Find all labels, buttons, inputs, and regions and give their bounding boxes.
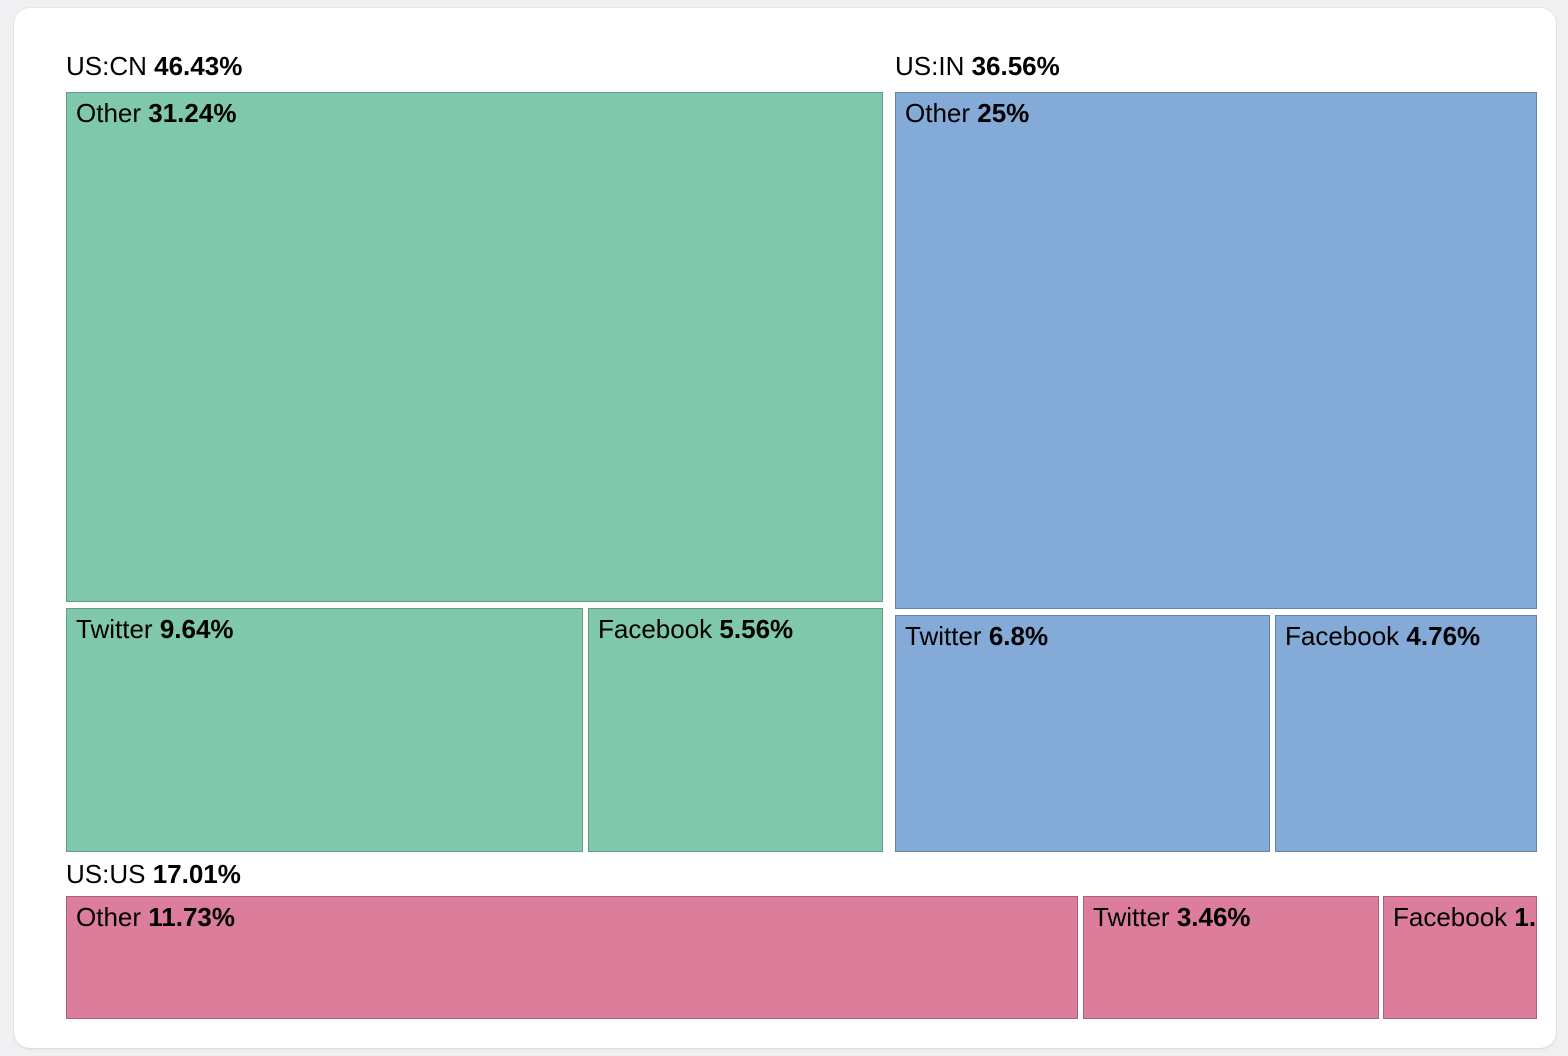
treemap-cell-us-us-other[interactable]: Other 11.73% xyxy=(66,896,1078,1019)
group-header-us-us: US:US 17.01% xyxy=(66,859,241,889)
group-value: 17.01% xyxy=(152,859,241,889)
cell-label: Twitter xyxy=(76,614,153,644)
treemap-cell-us-us-twitter[interactable]: Twitter 3.46% xyxy=(1083,896,1379,1019)
cell-value: 5.56% xyxy=(719,614,794,644)
cell-value: 3.46% xyxy=(1176,902,1251,932)
group-header-us-in: US:IN 36.56% xyxy=(895,51,1060,81)
cell-label: Facebook xyxy=(1285,621,1400,651)
group-label: US:US xyxy=(66,859,146,889)
cell-value: 4.76% xyxy=(1406,621,1481,651)
treemap-cell-us-cn-facebook[interactable]: Facebook 5.56% xyxy=(588,608,883,852)
cell-label: Facebook xyxy=(1393,902,1508,932)
cell-value: 25% xyxy=(977,98,1030,128)
group-header-us-cn: US:CN 46.43% xyxy=(66,51,242,81)
cell-label: Facebook xyxy=(598,614,713,644)
cell-value: 31.24% xyxy=(148,98,237,128)
treemap-cell-us-cn-twitter[interactable]: Twitter 9.64% xyxy=(66,608,583,852)
treemap-cell-us-us-facebook[interactable]: Facebook 1.81% xyxy=(1383,896,1537,1019)
cell-label: Other xyxy=(905,98,971,128)
group-label: US:IN xyxy=(895,51,965,81)
cell-label: Other xyxy=(76,902,142,932)
cell-value: 11.73% xyxy=(148,902,236,932)
treemap-cell-us-in-twitter[interactable]: Twitter 6.8% xyxy=(895,615,1270,852)
treemap-cell-us-in-facebook[interactable]: Facebook 4.76% xyxy=(1275,615,1537,852)
group-label: US:CN xyxy=(66,51,147,81)
treemap-cell-us-cn-other[interactable]: Other 31.24% xyxy=(66,92,883,602)
cell-label: Twitter xyxy=(905,621,982,651)
cell-value: 6.8% xyxy=(988,621,1049,651)
cell-value: 1.81% xyxy=(1514,902,1537,932)
group-value: 46.43% xyxy=(154,51,243,81)
treemap-cell-us-in-other[interactable]: Other 25% xyxy=(895,92,1537,609)
treemap-card: US:CN 46.43% Other 31.24% Twitter 9.64% … xyxy=(14,8,1556,1048)
cell-label: Other xyxy=(76,98,142,128)
cell-label: Twitter xyxy=(1093,902,1170,932)
group-value: 36.56% xyxy=(971,51,1060,81)
cell-value: 9.64% xyxy=(159,614,234,644)
